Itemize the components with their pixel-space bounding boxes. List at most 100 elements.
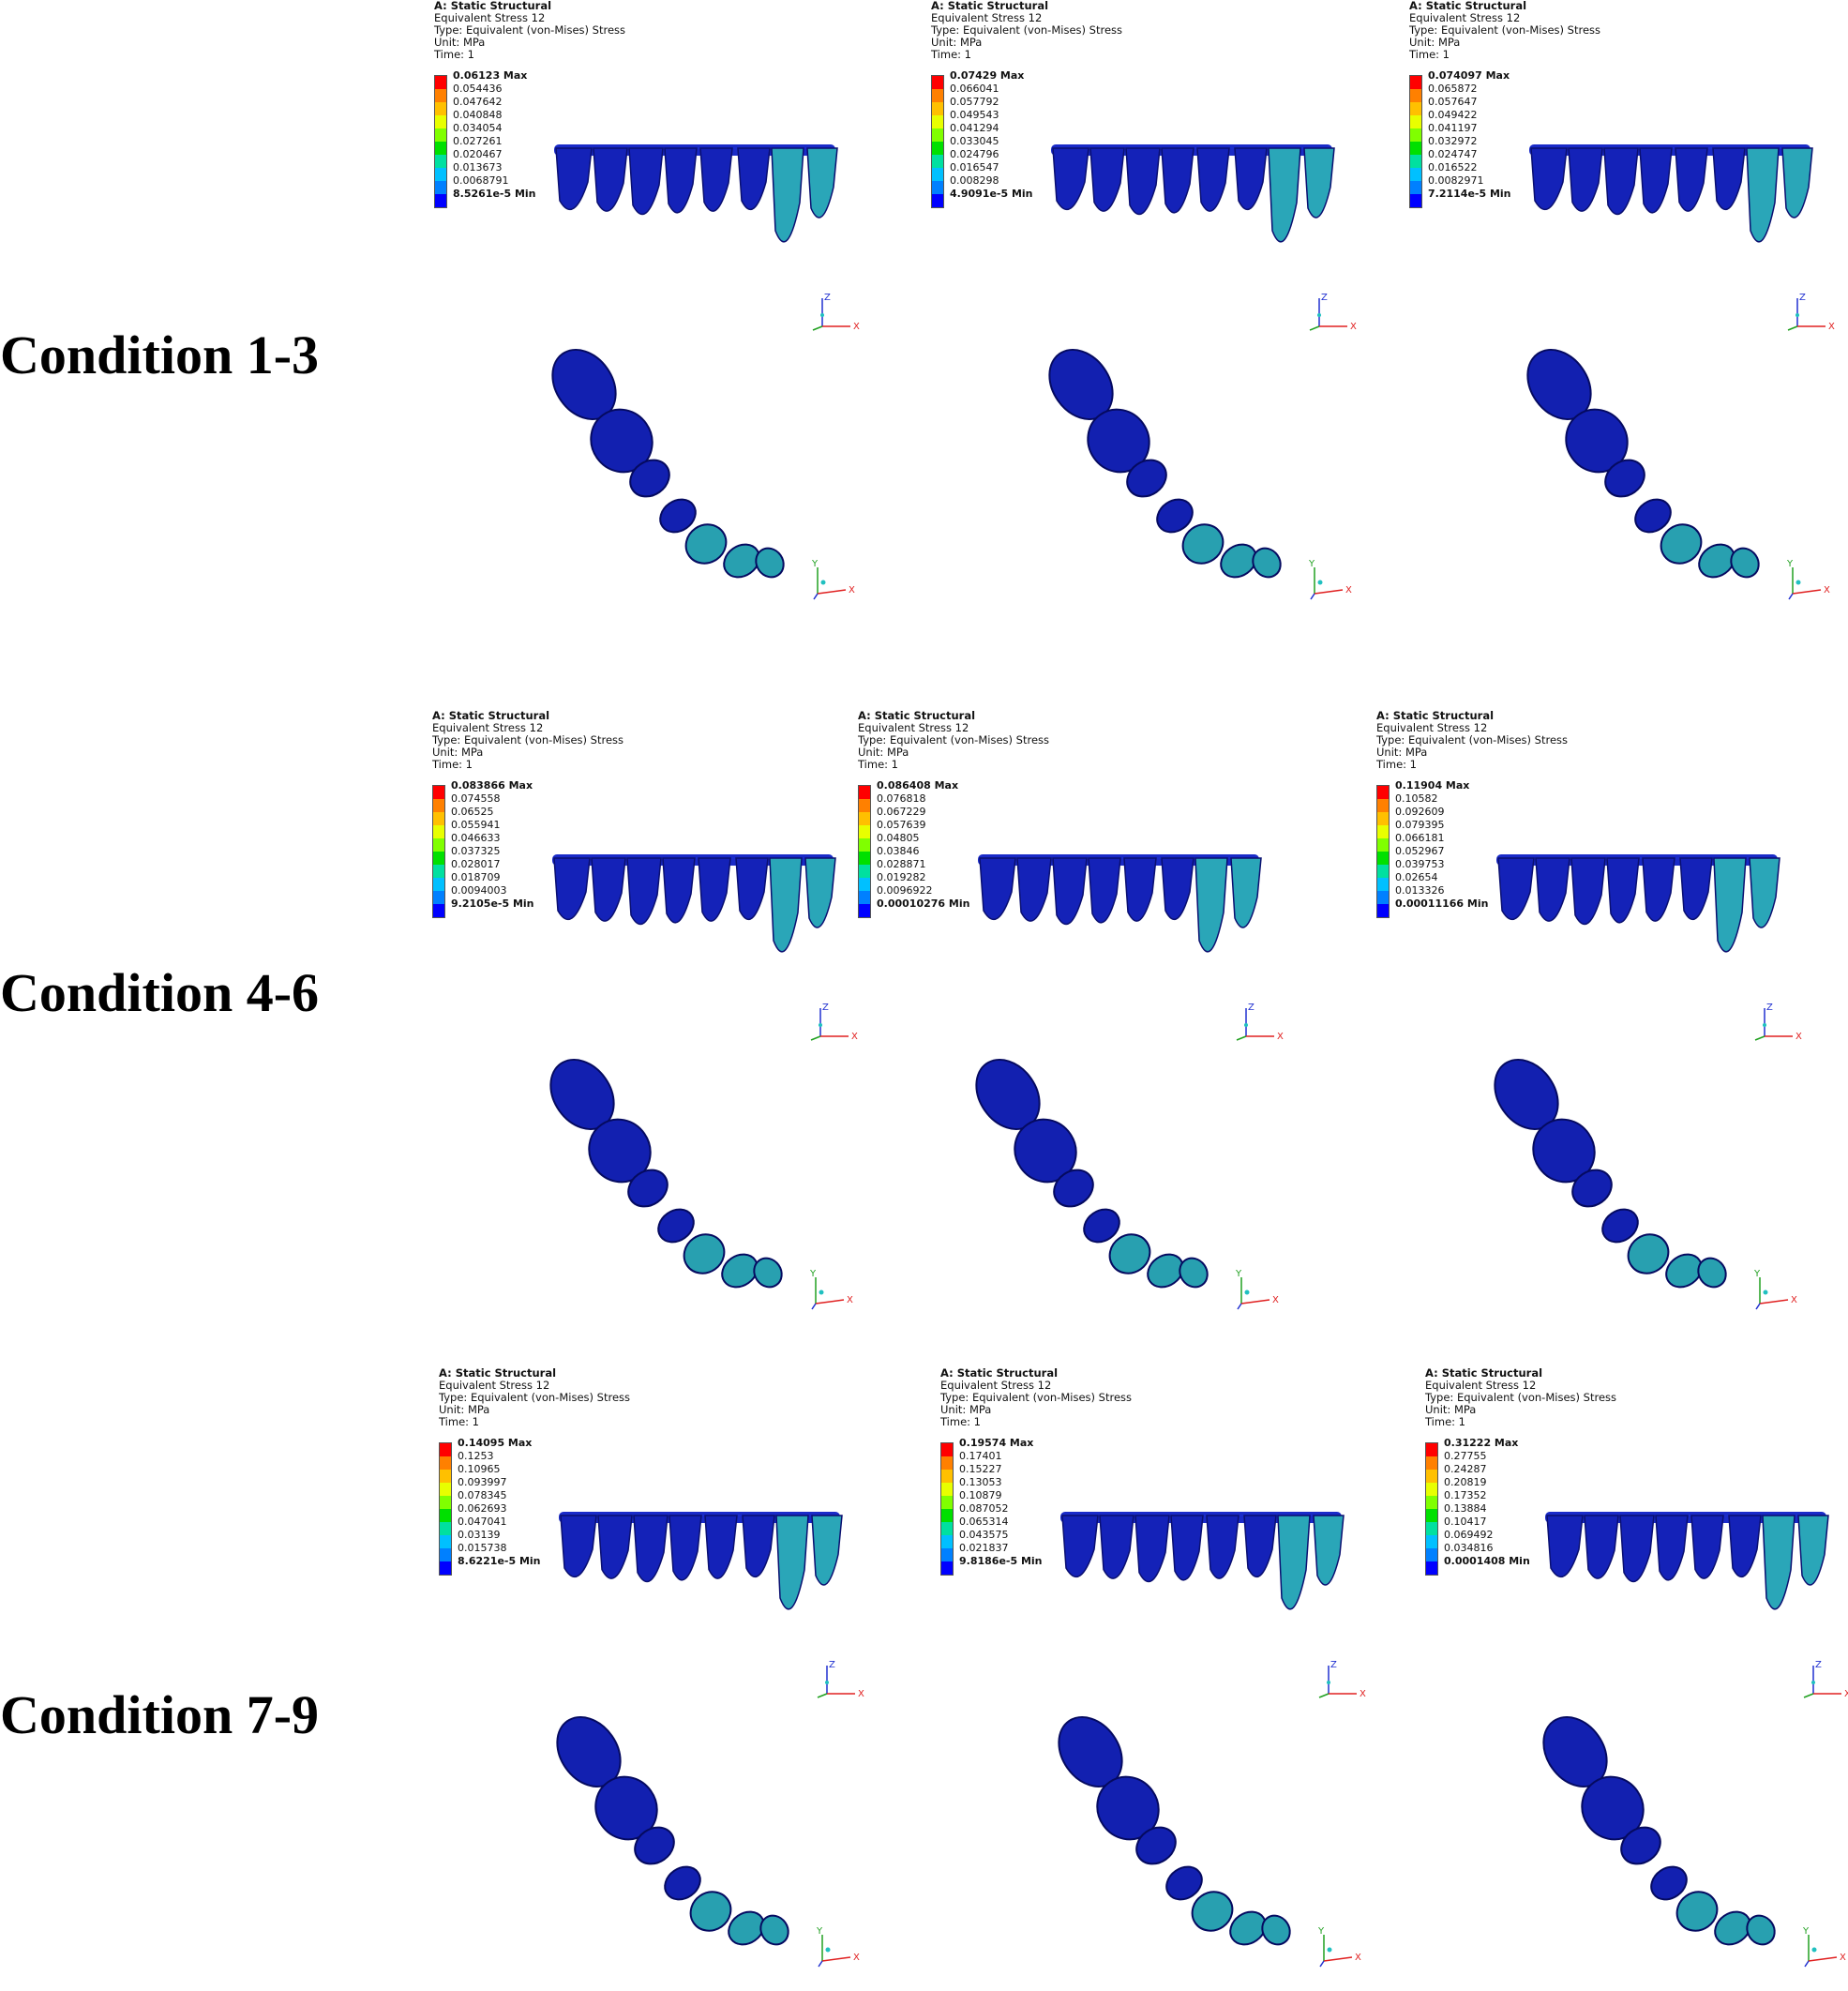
axis-triad-icon: YX: [1802, 1926, 1846, 1968]
tooth-shape: [1568, 147, 1603, 212]
legend-level-value: 0.013326: [1395, 884, 1445, 897]
result-time: Time: 1: [1409, 48, 1450, 61]
crown-shape: [1620, 1826, 1661, 1865]
crown-shape: [1229, 1910, 1267, 1946]
legend-level-value: 0.092609: [1395, 806, 1445, 818]
legend-level-value: 0.027261: [453, 135, 503, 147]
crown-shape: [1126, 459, 1167, 498]
axis-label: Y: [1235, 1269, 1242, 1279]
axis-label: X: [1272, 1295, 1279, 1305]
crown-shape: [1571, 1169, 1613, 1208]
legend-swatch: [1377, 825, 1389, 838]
legend-swatch: [433, 878, 444, 891]
legend-swatch: [941, 1548, 953, 1561]
stress-result-panel: A: Static Structural Equivalent Stress 12…: [1376, 710, 1817, 1334]
tooth-shape: [1497, 857, 1535, 921]
tooth-shape: [1052, 857, 1088, 926]
tooth-shape: [1134, 1515, 1170, 1583]
result-unit: Unit: MPa: [1376, 746, 1428, 759]
legend-swatch: [440, 1522, 451, 1535]
result-name: Equivalent Stress 12: [931, 11, 1043, 24]
result-unit: Unit: MPa: [858, 746, 909, 759]
legend-level-value: 0.13053: [959, 1476, 1002, 1488]
legend-swatch: [435, 168, 446, 181]
legend-swatch: [932, 181, 943, 194]
stress-result-panel: A: Static Structural Equivalent Stress 12…: [858, 710, 1299, 1334]
tooth-shape: [1052, 147, 1089, 211]
tooth-shape: [1713, 857, 1747, 953]
legend-swatch: [1426, 1456, 1437, 1470]
legend-max-value: 0.31222 Max: [1444, 1437, 1519, 1449]
condition-label: Condition 1-3: [0, 324, 320, 385]
legend-swatch: [433, 891, 444, 904]
axis-label: X: [1828, 322, 1835, 332]
legend-swatch: [1410, 102, 1421, 115]
axis-label: Y: [816, 1926, 823, 1937]
tooth-shape: [1123, 857, 1157, 922]
legend-swatch: [1377, 799, 1389, 812]
legend-swatch: [859, 878, 870, 891]
legend-swatch: [932, 102, 943, 115]
result-name: Equivalent Stress 12: [858, 721, 969, 734]
crown-shape: [1181, 523, 1224, 565]
legend-max-value: 0.06123 Max: [453, 69, 528, 82]
axis-triad-icon: YX: [1308, 559, 1352, 600]
tooth-shape: [1584, 1515, 1619, 1579]
legend-swatch: [932, 142, 943, 155]
axis-label: X: [851, 1032, 858, 1042]
legend-swatch: [1377, 838, 1389, 852]
axis-label: Y: [1317, 1926, 1325, 1937]
legend-min-value: 9.2105e-5 Min: [451, 897, 534, 910]
tooth-shape: [662, 857, 696, 924]
legend-level-value: 0.065314: [959, 1516, 1009, 1528]
result-type: Type: Equivalent (von-Mises) Stress: [1425, 1391, 1616, 1404]
axis-label: X: [1355, 1953, 1361, 1963]
axis-triad-icon: ZX: [1787, 293, 1835, 332]
legend-swatch: [941, 1456, 953, 1470]
legend-swatch: [859, 799, 870, 812]
legend-swatch: [859, 838, 870, 852]
legend-level-value: 0.046633: [451, 832, 501, 844]
legend-level-value: 0.013673: [453, 161, 503, 173]
axis-label: Z: [1248, 1003, 1255, 1013]
result-time: Time: 1: [434, 48, 474, 61]
result-unit: Unit: MPa: [940, 1403, 992, 1416]
legend-level-value: 0.0082971: [1428, 174, 1484, 187]
axis-triad-icon: YX: [811, 559, 855, 600]
crown-shape: [728, 1910, 765, 1946]
result-type: Type: Equivalent (von-Mises) Stress: [1409, 23, 1600, 37]
legend-swatch: [440, 1535, 451, 1548]
legend-swatch: [433, 799, 444, 812]
legend-swatch: [941, 1496, 953, 1509]
tooth-shape: [1570, 857, 1606, 926]
legend-max-value: 0.083866 Max: [451, 779, 533, 792]
crown-shape: [1083, 1208, 1120, 1244]
legend-swatch: [433, 904, 444, 917]
tooth-shape: [1675, 147, 1708, 212]
tooth-shape: [1642, 857, 1675, 922]
axis-label: Y: [1753, 1269, 1761, 1279]
axis-label: Z: [1799, 293, 1806, 303]
axis-triad-icon: ZX: [1803, 1660, 1848, 1699]
axis-triad-icon: ZX: [1236, 1003, 1284, 1042]
legend-max-value: 0.11904 Max: [1395, 779, 1470, 792]
legend-level-value: 0.054436: [453, 83, 503, 95]
tooth-shape: [664, 147, 698, 214]
legend-level-value: 0.06525: [451, 806, 494, 818]
legend-level-value: 0.057792: [950, 96, 999, 108]
legend-swatch: [1410, 155, 1421, 168]
legend-colorbar: [858, 785, 871, 918]
legend-level-value: 0.018709: [451, 871, 501, 883]
occlusal-view-model: [1494, 1058, 1727, 1289]
legend-swatch: [859, 904, 870, 917]
legend-swatch: [1426, 1522, 1437, 1535]
axis-label: X: [1795, 1032, 1802, 1042]
tooth-shape: [1016, 857, 1052, 922]
legend-swatch: [932, 168, 943, 181]
axis-label: Y: [809, 1269, 817, 1279]
legend-level-value: 0.008298: [950, 174, 999, 187]
legend-swatch: [433, 812, 444, 825]
stress-result-panel: A: Static Structural Equivalent Stress 12…: [1409, 0, 1848, 624]
tooth-shape: [1749, 857, 1780, 928]
axis-label: X: [847, 1295, 853, 1305]
